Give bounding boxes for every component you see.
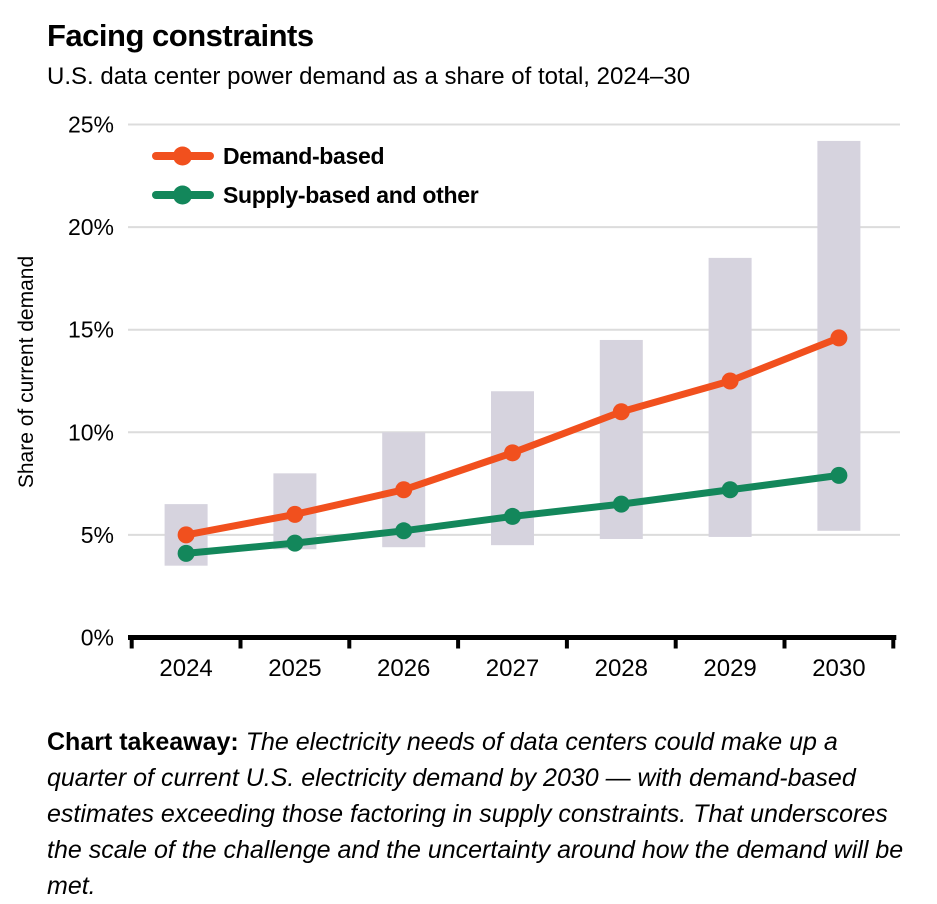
y-tick-label: 0% [81,625,114,651]
data-point-supply-based-and-other-2024 [177,544,195,562]
data-point-supply-based-and-other-2028 [612,495,630,513]
x-tick-label: 2028 [595,655,648,682]
data-point-demand-based-2030 [830,329,848,347]
y-tick-label: 5% [81,522,114,548]
y-tick-label: 15% [68,317,114,343]
x-tick-label: 2024 [159,655,212,682]
takeaway-label: Chart takeaway: [47,728,239,756]
data-point-demand-based-2028 [612,403,630,421]
takeaway-body: The electricity needs of data centers co… [47,728,904,900]
legend-line-marker-icon [152,146,214,166]
data-point-supply-based-and-other-2029 [721,481,739,499]
legend-item-demand-based: Demand-based [152,143,478,169]
chart-takeaway: Chart takeaway: The electricity needs of … [47,724,921,904]
legend-line-marker-icon [152,185,214,205]
data-point-demand-based-2024 [177,526,195,544]
legend-label: Demand-based [223,142,385,169]
legend-dot-icon [173,185,192,205]
legend-dot-icon [173,146,192,166]
page-title: Facing constraints [47,18,314,53]
data-point-supply-based-and-other-2026 [395,522,413,540]
data-point-demand-based-2029 [721,372,739,390]
x-tick-label: 2026 [377,655,430,682]
y-axis-title: Share of current demand [15,255,38,489]
data-point-demand-based-2025 [286,505,304,523]
data-point-supply-based-and-other-2030 [830,466,848,484]
y-tick-label: 20% [68,214,114,240]
y-tick-label: 25% [68,112,114,138]
legend-item-supply-based: Supply-based and other [152,181,479,208]
x-tick-label: 2030 [812,655,865,682]
x-tick-label: 2029 [703,655,756,682]
legend-label: Supply-based and other [223,181,479,208]
data-point-supply-based-and-other-2027 [504,507,521,525]
chart-subtitle: U.S. data center power demand as a share… [47,63,691,90]
y-tick-label: 10% [68,419,114,445]
x-tick-label: 2025 [268,655,321,682]
x-tick-label: 2027 [486,655,539,682]
data-point-demand-based-2026 [395,481,413,499]
data-point-demand-based-2027 [504,444,521,462]
data-point-supply-based-and-other-2025 [286,534,304,552]
legend: Demand-based Supply-based and other [152,143,479,208]
